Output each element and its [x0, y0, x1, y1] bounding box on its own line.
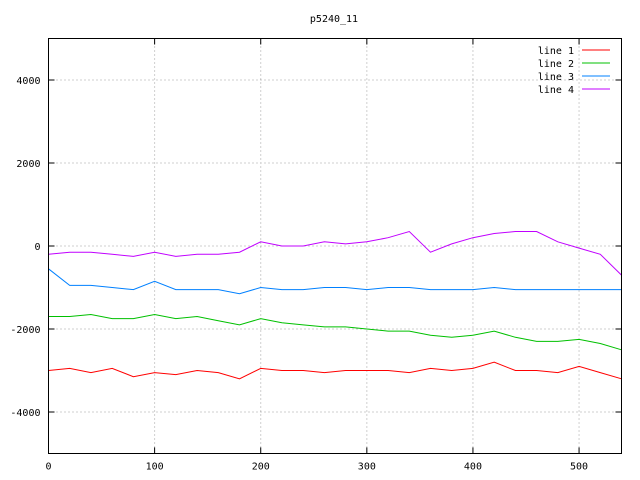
- legend-label: line 4: [538, 85, 574, 96]
- y-tick-label: -2000: [10, 325, 40, 336]
- y-tick-label: 0: [34, 242, 40, 253]
- x-axis: 0 100 200 300 400 500: [45, 38, 588, 473]
- legend-label: line 1: [538, 46, 574, 57]
- series-line-3: [48, 268, 622, 295]
- x-tick-label: 0: [45, 462, 51, 473]
- y-tick-label: 2000: [16, 159, 40, 170]
- x-tick-label: 400: [464, 462, 482, 473]
- series-line-1: [48, 361, 622, 380]
- legend-label: line 2: [538, 59, 574, 70]
- series-group: [48, 230, 622, 380]
- x-tick-label: 200: [252, 462, 270, 473]
- legend-label: line 3: [538, 72, 574, 83]
- series-line-2: [48, 313, 622, 351]
- chart-title: p5240_11: [310, 14, 358, 25]
- x-tick-label: 100: [146, 462, 164, 473]
- y-tick-label: 4000: [16, 76, 40, 87]
- y-axis: -4000 -2000 0 2000 4000: [10, 76, 622, 419]
- x-tick-label: 500: [570, 462, 588, 473]
- y-tick-label: -4000: [10, 408, 40, 419]
- plot-frame: [48, 38, 622, 454]
- x-tick-label: 300: [358, 462, 376, 473]
- series-line-4: [48, 230, 622, 276]
- legend: line 1 line 2 line 3 line 4: [538, 46, 610, 96]
- grid-lines: [48, 38, 622, 454]
